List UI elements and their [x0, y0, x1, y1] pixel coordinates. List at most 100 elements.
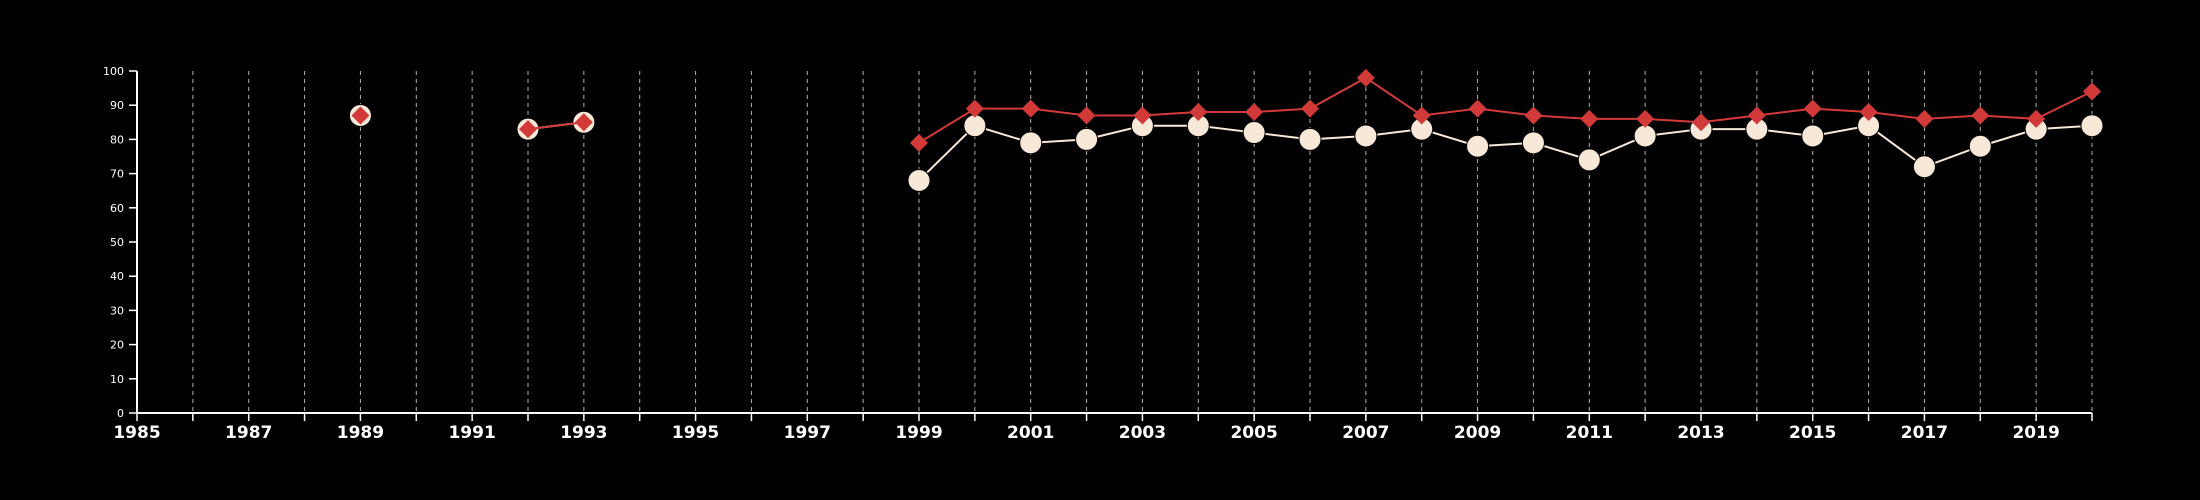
x-tick-label: 1997	[784, 423, 831, 443]
x-tick-label: 2017	[1901, 423, 1948, 443]
x-tick-label: 2015	[1789, 423, 1836, 443]
x-tick-2009: 2009	[1454, 413, 1501, 443]
x-tick-2013: 2013	[1677, 413, 1725, 443]
x-tick-2015: 2015	[1789, 413, 1836, 443]
x-tick-1999: 1999	[895, 413, 943, 443]
x-tick-2003: 2003	[1119, 413, 1166, 443]
x-tick-2019: 2019	[2012, 413, 2060, 443]
y-tick-label: 60	[110, 202, 124, 215]
y-tick-label: 50	[110, 236, 124, 249]
data-point-diamond	[574, 113, 593, 132]
x-tick-label: 2001	[1007, 423, 1054, 443]
x-tick-label: 2005	[1230, 423, 1277, 443]
data-point-circle	[1968, 134, 1992, 158]
x-tick-label: 1987	[225, 423, 272, 443]
data-point-circle	[1298, 127, 1322, 151]
data-point-circle	[1801, 124, 1825, 148]
y-tick-30: 30	[110, 304, 137, 317]
data-point-circle	[1912, 155, 1936, 179]
x-tick-2017: 2017	[1901, 413, 1948, 443]
x-tick-label: 1993	[560, 423, 607, 443]
data-point-circle	[1354, 124, 1378, 148]
y-axis-ticks: 0 10 20 30 40 50 60 70 80 90 100	[103, 65, 137, 420]
x-tick-1995: 1995	[672, 413, 719, 443]
data-point-diamond	[1021, 99, 1040, 118]
x-axis-ticks: 1985 1987 1989 1991 1993 1995 1997 1999 2001 2003…	[113, 413, 2093, 443]
data-point-diamond	[1803, 99, 1822, 118]
x-tick-2011: 2011	[1566, 413, 1613, 443]
x-tick-label: 2009	[1454, 423, 1501, 443]
data-point-diamond	[351, 106, 370, 125]
x-tick-label: 1999	[895, 423, 942, 443]
data-point-diamond	[1133, 106, 1152, 125]
y-tick-50: 50	[110, 236, 137, 249]
x-tick-1993: 1993	[560, 413, 608, 443]
series-diamond	[351, 68, 2101, 152]
data-point-diamond	[1636, 109, 1655, 128]
y-tick-70: 70	[110, 168, 137, 181]
series-line	[527, 121, 584, 131]
y-tick-20: 20	[110, 339, 137, 352]
data-point-circle	[1577, 148, 1601, 172]
y-tick-label: 70	[110, 168, 124, 181]
x-tick-label: 1995	[672, 423, 719, 443]
data-point-diamond	[1747, 106, 1766, 125]
data-point-diamond	[1412, 106, 1431, 125]
data-point-diamond	[2027, 109, 2046, 128]
x-tick-1989: 1989	[337, 413, 384, 443]
y-tick-label: 40	[110, 270, 124, 283]
data-point-diamond	[1692, 113, 1710, 132]
y-tick-100: 100	[103, 65, 137, 78]
data-point-diamond	[1077, 106, 1096, 125]
data-point-diamond	[2083, 82, 2101, 101]
data-point-circle	[1242, 121, 1266, 145]
data-point-diamond	[910, 133, 928, 152]
data-point-circle	[2080, 114, 2104, 138]
x-tick-2005: 2005	[1230, 413, 1278, 443]
data-point-circle	[1466, 134, 1490, 158]
x-tick-2007: 2007	[1342, 413, 1390, 443]
y-tick-40: 40	[110, 270, 137, 283]
x-tick-1997: 1997	[784, 413, 831, 443]
y-tick-label: 10	[110, 373, 124, 386]
y-tick-label: 90	[110, 99, 124, 112]
series-line	[918, 76, 2093, 144]
x-tick-label: 2013	[1677, 423, 1724, 443]
data-point-circle	[1633, 124, 1657, 148]
data-point-diamond	[1915, 109, 1934, 128]
y-tick-label: 0	[117, 407, 124, 420]
data-point-diamond	[1356, 68, 1375, 87]
x-tick-2001: 2001	[1007, 413, 1054, 443]
y-tick-label: 20	[110, 339, 124, 352]
data-point-diamond	[965, 99, 984, 118]
x-tick-1985: 1985	[113, 413, 161, 443]
data-point-circle	[1019, 131, 1043, 155]
data-point-diamond	[1189, 103, 1208, 122]
x-tick-label: 2019	[2012, 423, 2059, 443]
data-point-diamond	[1245, 103, 1264, 122]
data-point-diamond	[1859, 103, 1878, 122]
x-tick-label: 2003	[1119, 423, 1166, 443]
data-point-diamond	[519, 120, 537, 139]
data-point-diamond	[1524, 106, 1543, 125]
data-point-circle	[1521, 131, 1545, 155]
x-tick-label: 2007	[1342, 423, 1389, 443]
x-tick-1987: 1987	[225, 413, 272, 443]
data-point-diamond	[1301, 99, 1319, 118]
y-tick-80: 80	[110, 133, 137, 146]
x-tick-label: 1989	[337, 423, 384, 443]
data-point-circle	[1075, 127, 1099, 151]
data-point-diamond	[1580, 109, 1599, 128]
data-point-circle	[907, 168, 931, 192]
y-tick-0: 0	[117, 407, 137, 420]
series-line	[918, 124, 2093, 182]
x-tick-label: 1985	[113, 423, 160, 443]
y-tick-60: 60	[110, 202, 137, 215]
data-point-diamond	[1971, 106, 1990, 125]
x-tick-label: 2011	[1566, 423, 1613, 443]
y-tick-label: 80	[110, 133, 124, 146]
series-layer	[348, 68, 2104, 192]
y-tick-10: 10	[110, 373, 137, 386]
